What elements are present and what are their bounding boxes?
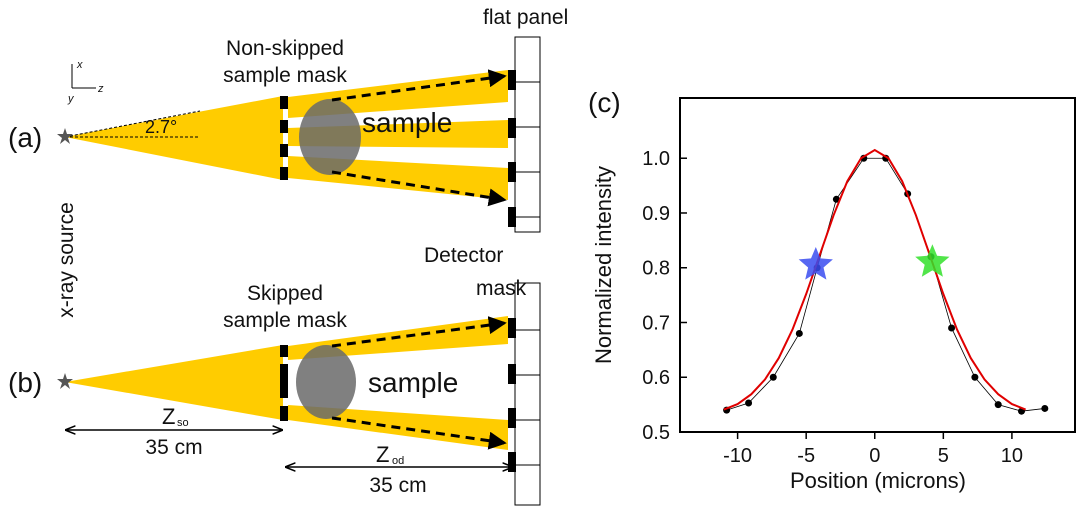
sample-mask	[280, 96, 288, 180]
x-tick-label: -5	[797, 445, 815, 467]
x-tick-label: 5	[938, 445, 949, 467]
y-tick-label: 1.0	[642, 148, 670, 170]
y-tick-label: 0.9	[642, 203, 670, 225]
chart: (c) Position (microns) Normalized intens…	[588, 87, 1076, 493]
mask-label: Skipped	[247, 282, 323, 305]
dimension-symbol: Z	[376, 442, 389, 467]
dimension-subscript: so	[177, 417, 189, 429]
data-point	[994, 401, 1002, 409]
star-marker	[798, 247, 833, 280]
series-line	[723, 148, 1027, 411]
beam	[65, 345, 283, 420]
x-tick-label: 10	[1001, 445, 1023, 467]
data-point	[769, 373, 777, 381]
data-point	[948, 324, 956, 332]
dimension-length: 35 cm	[145, 436, 202, 459]
detector	[514, 36, 541, 233]
detector-divisions	[515, 329, 540, 466]
y-tick-label: 0.5	[642, 422, 670, 444]
detector-label: Detector	[424, 244, 503, 267]
detector-label: flat panel	[483, 6, 568, 29]
mask-label: sample mask	[223, 64, 347, 87]
sample-label: sample	[362, 107, 452, 138]
x-tick-label: -10	[723, 445, 752, 467]
data-point	[745, 399, 753, 407]
source-star	[57, 128, 73, 144]
detector-mask	[508, 70, 516, 227]
axes-icon	[71, 64, 96, 89]
sample	[299, 99, 361, 175]
detector	[514, 282, 541, 506]
panel-label: (c)	[588, 87, 621, 118]
source-label: x-ray source	[55, 202, 78, 318]
dimension-length: 35 cm	[369, 474, 426, 497]
angle-label: 2.7°	[145, 117, 177, 137]
x-tick-label: 0	[869, 445, 880, 467]
mask-label: Non-skipped	[226, 37, 344, 60]
sample	[296, 345, 356, 419]
y-tick-label: 0.8	[642, 258, 670, 280]
sample-mask	[280, 345, 288, 421]
series-line	[726, 157, 1045, 412]
dimension-symbol: Z	[162, 404, 175, 429]
axis-label: y	[67, 93, 75, 105]
data-point	[795, 329, 803, 337]
y-tick-label: 0.6	[642, 367, 670, 389]
axis-label: x	[76, 59, 83, 71]
axis-label: z	[97, 83, 104, 95]
data-point	[1041, 404, 1049, 412]
star-marker	[915, 244, 950, 277]
detector-divisions	[515, 81, 540, 218]
panel-label: (a)	[8, 122, 42, 153]
source-star	[57, 373, 73, 389]
angle-line	[64, 110, 201, 138]
dimension-subscript: od	[392, 455, 404, 467]
y-axis-label: Normalized intensity	[591, 166, 616, 364]
mask-label: sample mask	[223, 309, 347, 332]
data-point	[832, 195, 840, 203]
sample-label: sample	[368, 367, 458, 398]
panel-label: (b)	[8, 367, 42, 398]
x-axis-label: Position (microns)	[790, 468, 966, 493]
detector-mask	[508, 318, 516, 472]
diagram: x y z (a) 2.7° sample flat panel Non-sk	[8, 6, 568, 506]
beam	[65, 96, 283, 180]
data-point	[971, 373, 979, 381]
plot-frame	[679, 97, 1076, 433]
detector-label: mask	[476, 277, 527, 300]
y-tick-label: 0.7	[642, 312, 670, 334]
